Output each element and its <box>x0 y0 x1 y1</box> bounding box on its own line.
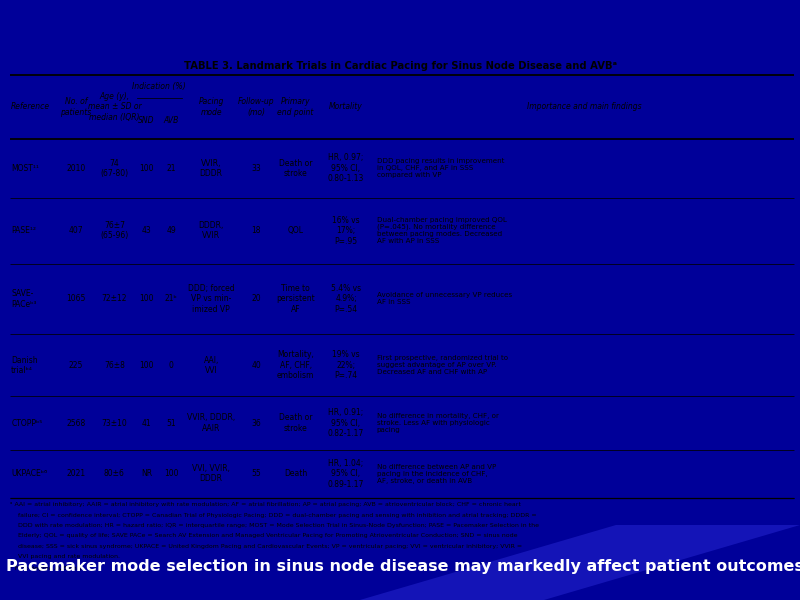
Text: Dual-chamber pacing improved QOL
(P=.045). No mortality difference
between pacin: Dual-chamber pacing improved QOL (P=.045… <box>377 217 506 244</box>
Text: VVIR, DDDR,
AAIR: VVIR, DDDR, AAIR <box>187 413 235 433</box>
Text: 2568: 2568 <box>66 419 86 428</box>
Text: Primary
end point: Primary end point <box>278 97 314 116</box>
Text: SND: SND <box>138 116 154 125</box>
Text: SAVE-
PACeᵇ³: SAVE- PACeᵇ³ <box>11 289 37 308</box>
Text: 76±8: 76±8 <box>104 361 125 370</box>
Text: Follow-up
(mo): Follow-up (mo) <box>238 97 274 116</box>
Text: VVI pacing and rate modulation.: VVI pacing and rate modulation. <box>10 554 121 559</box>
Text: 73±10: 73±10 <box>102 419 127 428</box>
Text: 49: 49 <box>166 226 176 235</box>
Text: 33: 33 <box>251 164 261 173</box>
Text: 16% vs
17%;
P=.95: 16% vs 17%; P=.95 <box>332 216 360 245</box>
Text: Elderly; QOL = quality of life; SAVE PACe = Search AV Extension and Managed Vent: Elderly; QOL = quality of life; SAVE PAC… <box>10 533 518 538</box>
Text: HR, 1.04;
95% CI,
0.89-1.17: HR, 1.04; 95% CI, 0.89-1.17 <box>328 459 364 488</box>
Text: 100: 100 <box>139 295 154 304</box>
Text: failure; CI = confidence interval; CTOPP = Canadian Trial of Physiologic Pacing;: failure; CI = confidence interval; CTOPP… <box>10 513 537 518</box>
Text: DDD pacing results in improvement
in QOL, CHF, and AF in SSS
compared with VP: DDD pacing results in improvement in QOL… <box>377 158 504 178</box>
Text: Pacemaker mode selection in sinus node disease may markedly affect patient outco: Pacemaker mode selection in sinus node d… <box>6 559 800 574</box>
Text: PASE¹²: PASE¹² <box>11 226 36 235</box>
Text: 100: 100 <box>139 164 154 173</box>
Text: No difference in mortality, CHF, or
stroke. Less AF with physiologic
pacing: No difference in mortality, CHF, or stro… <box>377 413 499 433</box>
Text: 76±7
(65-96): 76±7 (65-96) <box>100 221 129 241</box>
Text: VVI, VVIR,
DDDR: VVI, VVIR, DDDR <box>192 464 230 484</box>
Text: HR, 0.91;
95% CI,
0.82-1.17: HR, 0.91; 95% CI, 0.82-1.17 <box>328 408 364 438</box>
Text: VVIR,
DDDR: VVIR, DDDR <box>200 158 222 178</box>
Text: NR: NR <box>141 469 152 478</box>
Text: 36: 36 <box>251 419 261 428</box>
Text: Death: Death <box>284 469 307 478</box>
Text: Death or
stroke: Death or stroke <box>279 158 312 178</box>
Text: 20: 20 <box>251 295 261 304</box>
Text: 19% vs
22%;
P=.74: 19% vs 22%; P=.74 <box>332 350 360 380</box>
Text: HR, 0.97;
95% CI,
0.80-1.13: HR, 0.97; 95% CI, 0.80-1.13 <box>328 154 364 183</box>
Text: DDD with rate modulation; HR = hazard ratio; IQR = interquartile range; MOST = M: DDD with rate modulation; HR = hazard ra… <box>10 523 539 528</box>
Text: Death or
stroke: Death or stroke <box>279 413 312 433</box>
Text: Mortality: Mortality <box>329 103 363 112</box>
Text: AVB: AVB <box>163 116 179 125</box>
Text: Reference: Reference <box>11 103 50 112</box>
Text: Danish
trialᵇ⁴: Danish trialᵇ⁴ <box>11 356 38 375</box>
Text: 18: 18 <box>251 226 261 235</box>
Text: ᵇ First-degree AVB only.: ᵇ First-degree AVB only. <box>10 565 84 571</box>
Text: 74
(67-80): 74 (67-80) <box>100 158 129 178</box>
Text: 72±12: 72±12 <box>102 295 127 304</box>
Text: TABLE 3. Landmark Trials in Cardiac Pacing for Sinus Node Disease and AVBᵃ: TABLE 3. Landmark Trials in Cardiac Paci… <box>183 61 617 71</box>
Text: 51: 51 <box>166 419 176 428</box>
Text: 40: 40 <box>251 361 261 370</box>
Text: DDD; forced
VP vs min-
imized VP: DDD; forced VP vs min- imized VP <box>188 284 234 314</box>
Text: 5.4% vs
4.9%;
P=.54: 5.4% vs 4.9%; P=.54 <box>331 284 361 314</box>
Text: 2021: 2021 <box>66 469 86 478</box>
Text: 2010: 2010 <box>66 164 86 173</box>
Text: 21: 21 <box>166 164 176 173</box>
Text: 100: 100 <box>139 361 154 370</box>
Text: First prospective, randomized trial to
suggest advantage of AP over VP.
Decrease: First prospective, randomized trial to s… <box>377 355 508 376</box>
Polygon shape <box>360 525 800 600</box>
Text: 0: 0 <box>169 361 174 370</box>
Text: disease; SSS = sick sinus syndrome; UKPACE = United Kingdom Pacing and Cardiovas: disease; SSS = sick sinus syndrome; UKPA… <box>10 544 522 549</box>
Text: DDDR,
VVIR: DDDR, VVIR <box>198 221 224 241</box>
Text: 21ᵇ: 21ᵇ <box>165 295 178 304</box>
Text: MOST¹¹: MOST¹¹ <box>11 164 39 173</box>
Text: 225: 225 <box>69 361 83 370</box>
Text: CTOPPᵇ⁵: CTOPPᵇ⁵ <box>11 419 42 428</box>
Text: UKPACEᵇ⁶: UKPACEᵇ⁶ <box>11 469 47 478</box>
Text: No. of
patients: No. of patients <box>60 97 92 116</box>
Text: 407: 407 <box>69 226 83 235</box>
Text: 43: 43 <box>142 226 151 235</box>
Text: AAI,
VVI: AAI, VVI <box>203 356 219 375</box>
Text: Time to
persistent
AF: Time to persistent AF <box>276 284 315 314</box>
Text: Indication (%): Indication (%) <box>132 82 186 91</box>
Text: Pacing
mode: Pacing mode <box>198 97 224 116</box>
Text: Mortality,
AF, CHF,
embolism: Mortality, AF, CHF, embolism <box>277 350 314 380</box>
Text: 41: 41 <box>142 419 151 428</box>
Text: 100: 100 <box>164 469 178 478</box>
Text: ᵃ AAI = atrial inhibitory; AAIR = atrial inhibitory with rate modulation; AF = a: ᵃ AAI = atrial inhibitory; AAIR = atrial… <box>10 502 522 508</box>
Text: No difference between AP and VP
pacing in the incidence of CHF,
AF, stroke, or d: No difference between AP and VP pacing i… <box>377 464 496 484</box>
Text: Age (y),
mean ± SD or
median (IQR): Age (y), mean ± SD or median (IQR) <box>87 92 142 122</box>
Text: QOL: QOL <box>288 226 304 235</box>
Text: 80±6: 80±6 <box>104 469 125 478</box>
Text: 1065: 1065 <box>66 295 86 304</box>
Text: Importance and main findings: Importance and main findings <box>527 103 642 112</box>
Text: 55: 55 <box>251 469 261 478</box>
Text: Avoidance of unnecessary VP reduces
AF in SSS: Avoidance of unnecessary VP reduces AF i… <box>377 292 512 305</box>
